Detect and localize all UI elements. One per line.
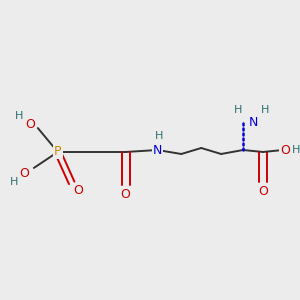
Text: H: H <box>261 105 269 115</box>
Text: O: O <box>258 185 268 198</box>
Text: O: O <box>121 188 130 201</box>
Text: O: O <box>73 184 82 197</box>
Text: H: H <box>10 177 18 187</box>
Text: O: O <box>19 167 29 180</box>
Text: H: H <box>292 145 300 155</box>
Text: O: O <box>280 143 290 157</box>
Text: O: O <box>25 118 35 130</box>
Text: H: H <box>15 111 23 121</box>
Text: N: N <box>153 143 162 157</box>
Text: H: H <box>155 131 164 141</box>
Text: H: H <box>234 105 242 115</box>
Text: N: N <box>248 116 258 129</box>
Text: P: P <box>54 146 62 158</box>
